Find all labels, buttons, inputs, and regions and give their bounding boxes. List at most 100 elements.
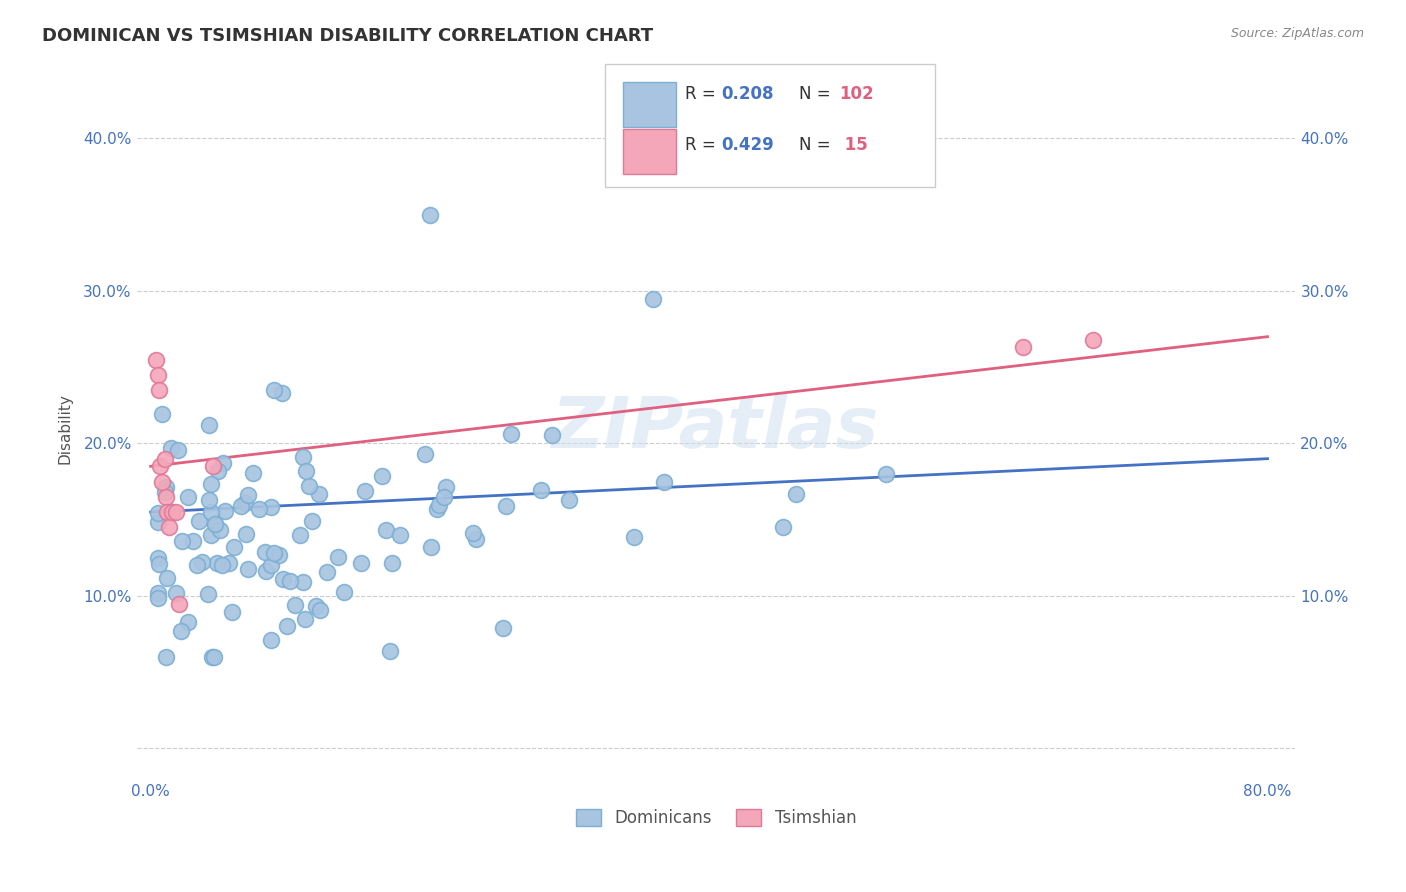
Point	[1081, 333, 1104, 347]
Point	[247, 502, 270, 516]
Point	[188, 514, 211, 528]
Point	[149, 459, 172, 474]
Point	[495, 500, 517, 514]
Point	[623, 530, 645, 544]
Legend: Dominicans, Tsimshian: Dominicans, Tsimshian	[569, 802, 863, 834]
Point	[167, 442, 190, 457]
Point	[309, 603, 332, 617]
Text: 0.208: 0.208	[721, 85, 773, 103]
Text: 102: 102	[839, 85, 875, 103]
Point	[190, 555, 212, 569]
Point	[186, 558, 208, 572]
Point	[292, 450, 315, 464]
Point	[371, 469, 394, 483]
Point	[160, 441, 183, 455]
Point	[202, 649, 225, 664]
Point	[209, 523, 232, 537]
Point	[267, 548, 290, 562]
Point	[273, 572, 295, 586]
Text: 15: 15	[839, 136, 868, 153]
Point	[492, 621, 515, 635]
Point	[150, 407, 173, 421]
Point	[153, 451, 176, 466]
Point	[155, 649, 177, 664]
Point	[254, 545, 277, 559]
Point	[155, 480, 177, 494]
Text: N =: N =	[799, 85, 835, 103]
Point	[350, 556, 373, 570]
Point	[558, 493, 581, 508]
Point	[146, 551, 169, 566]
Point	[197, 587, 219, 601]
Point	[388, 527, 411, 541]
Point	[146, 515, 169, 529]
Point	[200, 505, 222, 519]
Text: Source: ZipAtlas.com: Source: ZipAtlas.com	[1230, 27, 1364, 40]
Point	[1012, 340, 1035, 354]
Point	[276, 619, 298, 633]
Point	[284, 598, 307, 612]
Point	[308, 487, 330, 501]
Point	[238, 562, 260, 576]
Point	[146, 506, 169, 520]
Text: N =: N =	[799, 136, 835, 153]
Point	[146, 368, 169, 382]
Point	[221, 606, 243, 620]
Point	[294, 612, 316, 626]
Point	[224, 540, 246, 554]
Point	[200, 528, 222, 542]
Point	[233, 495, 256, 509]
Point	[315, 565, 337, 579]
Point	[165, 586, 187, 600]
Text: DOMINICAN VS TSIMSHIAN DISABILITY CORRELATION CHART: DOMINICAN VS TSIMSHIAN DISABILITY CORREL…	[42, 27, 654, 45]
Y-axis label: Disability: Disability	[58, 392, 72, 464]
Point	[214, 504, 236, 518]
Point	[426, 502, 449, 516]
Point	[772, 519, 794, 533]
Point	[434, 480, 457, 494]
Point	[643, 292, 665, 306]
Text: R =: R =	[685, 85, 721, 103]
Point	[301, 514, 323, 528]
Point	[207, 464, 229, 478]
Point	[148, 383, 170, 397]
Point	[378, 644, 401, 658]
Point	[155, 490, 177, 504]
Point	[381, 556, 404, 570]
Point	[278, 574, 301, 588]
Point	[170, 533, 193, 548]
Point	[167, 597, 190, 611]
Point	[197, 493, 219, 508]
Point	[354, 483, 377, 498]
Point	[875, 467, 897, 481]
Point	[150, 475, 173, 489]
Point	[785, 486, 807, 500]
Point	[200, 477, 222, 491]
Point	[211, 558, 233, 572]
Point	[156, 571, 179, 585]
Point	[465, 532, 488, 546]
Point	[304, 599, 326, 614]
Point	[201, 649, 224, 664]
Point	[146, 586, 169, 600]
Text: ZIPatlas: ZIPatlas	[553, 393, 880, 463]
Point	[254, 564, 277, 578]
Point	[530, 483, 553, 498]
Point	[202, 459, 225, 474]
Text: 0.429: 0.429	[721, 136, 775, 153]
Point	[427, 498, 450, 512]
Point	[156, 505, 179, 519]
Point	[160, 505, 183, 519]
Point	[375, 524, 398, 538]
Text: R =: R =	[685, 136, 721, 153]
Point	[288, 528, 311, 542]
Point	[157, 520, 180, 534]
Point	[204, 517, 226, 532]
Point	[461, 526, 484, 541]
Point	[263, 384, 285, 398]
Point	[231, 499, 253, 513]
Point	[260, 558, 283, 573]
Point	[333, 584, 356, 599]
Point	[263, 546, 285, 560]
Point	[420, 540, 443, 554]
